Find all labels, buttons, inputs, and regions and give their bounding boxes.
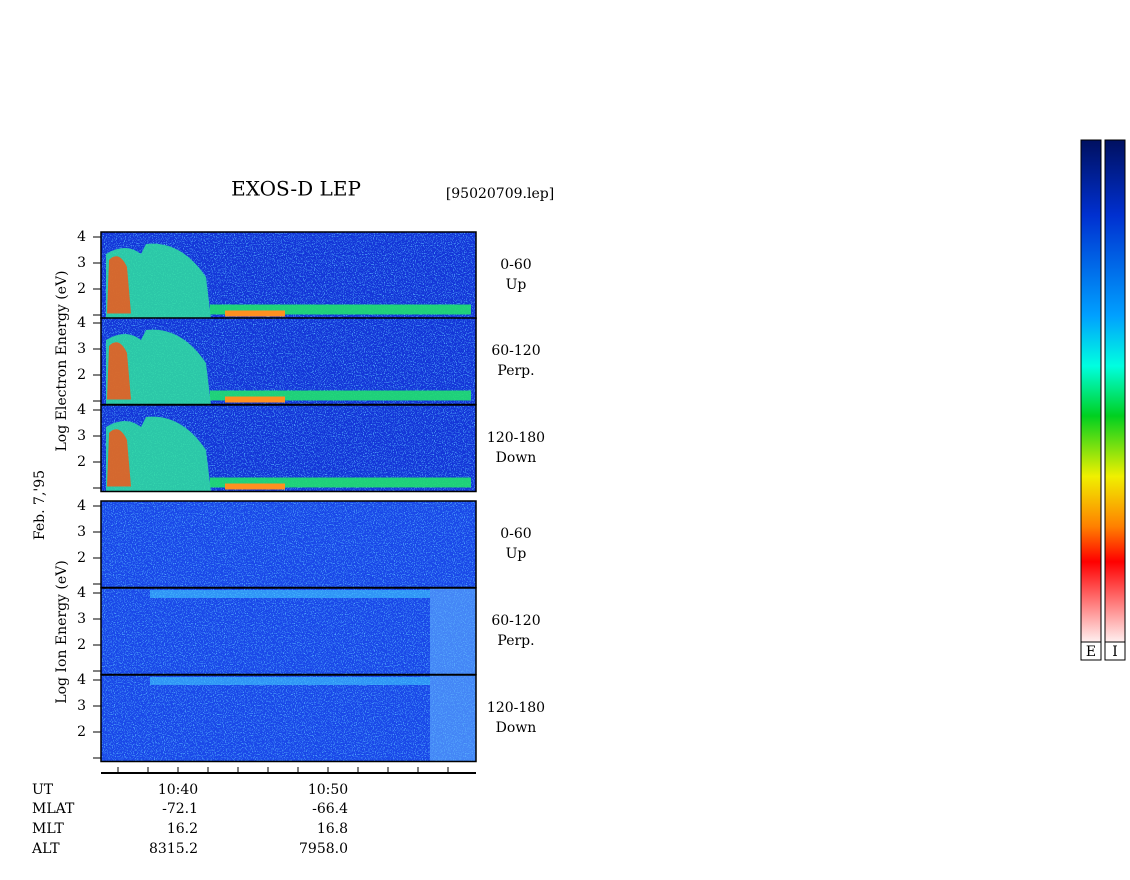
y-tick-label: 3 — [77, 255, 86, 271]
ephemeris-label: ALT — [31, 841, 60, 857]
y-tick-label: 4 — [77, 315, 86, 331]
panel-frame — [100, 674, 477, 763]
colorbar-label-box — [1080, 641, 1102, 661]
ion-edge — [430, 675, 476, 762]
hot-band — [225, 483, 285, 490]
electron-axis-label: Log Electron Energy (eV) — [54, 270, 70, 451]
hot-core — [107, 342, 131, 400]
y-tick-label: 4 — [77, 672, 86, 688]
hot-band — [225, 310, 285, 317]
angle-range: 0-60 — [500, 526, 531, 542]
low-energy-band — [210, 477, 471, 488]
y-tick-label: 3 — [77, 698, 86, 714]
y-tick-label: 2 — [77, 454, 86, 470]
spectrogram-noise — [101, 675, 476, 762]
panel-frame — [100, 404, 477, 493]
spectrogram-noise — [101, 501, 476, 588]
direction: Down — [496, 450, 537, 466]
time-tick-label: 10:40 — [158, 782, 198, 798]
file-name: [95020709.lep] — [446, 186, 554, 202]
hot-region — [106, 243, 211, 319]
date: Feb. 7,'95 — [32, 470, 48, 540]
y-tick-label: 4 — [77, 229, 86, 245]
ion-edge — [430, 588, 476, 675]
y-tick-label: 2 — [77, 550, 86, 566]
hot-region — [106, 329, 211, 405]
direction: Perp. — [497, 363, 534, 379]
ion-axis-label: Log Ion Energy (eV) — [54, 560, 70, 703]
direction: Perp. — [497, 633, 534, 649]
colorbar — [1080, 139, 1102, 643]
colorbar-label-box — [1104, 641, 1126, 661]
y-tick-label: 2 — [77, 637, 86, 653]
colorbar-label: E — [1086, 644, 1096, 660]
ephemeris-label: MLAT — [32, 801, 75, 817]
direction: Up — [506, 546, 527, 562]
y-tick-label: 2 — [77, 281, 86, 297]
y-tick-label: 4 — [77, 585, 86, 601]
hot-core — [107, 429, 131, 487]
ephemeris-value: 7958.0 — [299, 841, 348, 857]
angle-range: 120-180 — [487, 430, 545, 446]
colorbar-label: I — [1112, 644, 1118, 660]
direction: Down — [496, 720, 537, 736]
y-tick-label: 2 — [77, 367, 86, 383]
y-tick-label: 2 — [77, 724, 86, 740]
hot-core — [107, 256, 131, 314]
y-tick-label: 4 — [77, 498, 86, 514]
colorbar — [1104, 139, 1126, 643]
ephemeris-value: -66.4 — [312, 801, 348, 817]
y-tick-label: 3 — [77, 524, 86, 540]
ion-band — [150, 677, 430, 685]
ephemeris-value: 16.8 — [317, 821, 348, 837]
ephemeris-label: MLT — [32, 821, 64, 837]
y-tick-label: 3 — [77, 428, 86, 444]
spectrogram-noise — [101, 588, 476, 675]
low-energy-band — [210, 390, 471, 401]
angle-range: 0-60 — [500, 257, 531, 273]
angle-range: 120-180 — [487, 700, 545, 716]
ephemeris-value: 16.2 — [167, 821, 198, 837]
low-energy-band — [210, 304, 471, 315]
angle-range: 60-120 — [491, 613, 540, 629]
time-tick-label: 10:50 — [308, 782, 348, 798]
y-tick-label: 3 — [77, 341, 86, 357]
angle-range: 60-120 — [491, 343, 540, 359]
ephemeris-value: -72.1 — [162, 801, 198, 817]
hot-band — [225, 396, 285, 403]
y-tick-label: 4 — [77, 402, 86, 418]
direction: Up — [506, 277, 527, 293]
title: EXOS-D LEP — [231, 177, 361, 201]
y-tick-label: 3 — [77, 611, 86, 627]
ephemeris-value: 8315.2 — [149, 841, 198, 857]
ion-band — [150, 590, 430, 598]
ephemeris-label: UT — [32, 782, 54, 798]
hot-region — [106, 416, 211, 492]
